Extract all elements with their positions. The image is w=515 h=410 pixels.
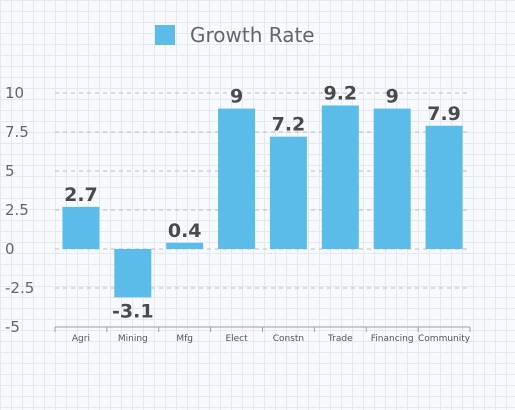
x-axis [54, 326, 471, 332]
y-tick-label: -5 [5, 318, 20, 336]
x-tick-label: Trade [327, 334, 353, 344]
data-label: 0.4 [168, 220, 202, 242]
data-labels: 2.7 -3.1 0.4 9 7.2 9.2 9 7.9 [64, 82, 461, 322]
data-label: 9 [386, 86, 399, 108]
bar [62, 206, 100, 249]
legend-label: Growth Rate [190, 23, 315, 47]
data-label: 7.2 [272, 114, 306, 136]
legend-swatch [155, 25, 175, 45]
data-label: -3.1 [112, 300, 154, 322]
legend: Growth Rate [155, 23, 315, 47]
x-tick-label: Constn [273, 334, 304, 344]
x-axis-categories: Agri Mining Mfg Elect Constn Trade Financing Co… [72, 334, 471, 344]
bars [62, 105, 463, 298]
x-tick-label: Mining [118, 334, 148, 344]
y-tick-label: 10 [5, 84, 24, 102]
data-label: 9.2 [323, 82, 357, 104]
bar [218, 108, 256, 249]
x-tick-label: Financing [371, 334, 414, 344]
x-tick-label: Agri [72, 334, 90, 344]
y-tick-label: 7.5 [5, 123, 29, 141]
y-tick-label: -2.5 [5, 279, 34, 297]
y-tick-label: 0 [5, 240, 15, 258]
y-tick-label: 2.5 [5, 201, 29, 219]
x-tick-label: Mfg [176, 334, 193, 344]
x-tick-label: Community [418, 334, 471, 344]
bar [373, 108, 411, 249]
x-tick-label: Elect [225, 334, 248, 344]
bar [114, 249, 152, 298]
data-label: 7.9 [427, 103, 461, 125]
bar [321, 105, 359, 249]
data-label: 2.7 [64, 184, 98, 206]
y-tick-label: 5 [5, 162, 15, 180]
data-label: 9 [230, 86, 243, 108]
y-axis-ticks: 10 7.5 5 2.5 0 -2.5 -5 [5, 84, 34, 336]
bar [269, 136, 307, 249]
bar [425, 125, 463, 249]
bar [166, 242, 204, 249]
